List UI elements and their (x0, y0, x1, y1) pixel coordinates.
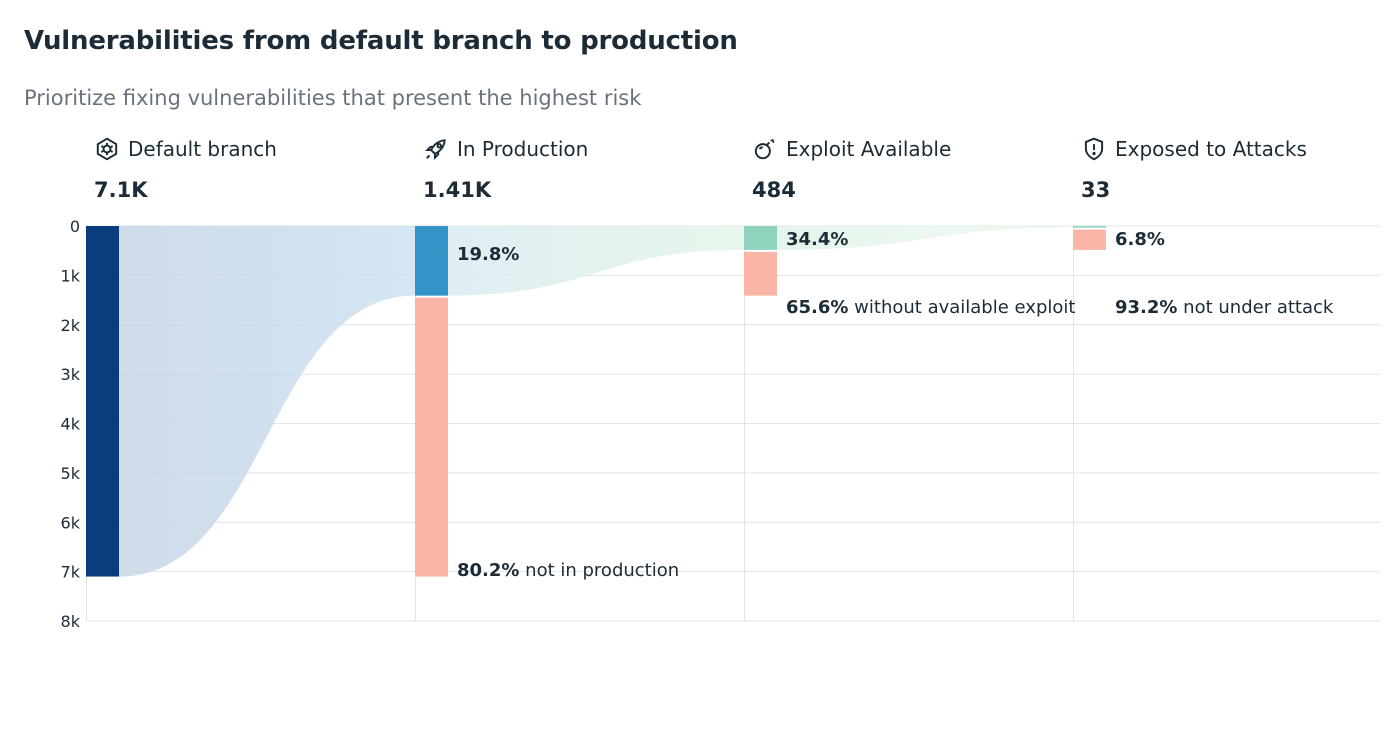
annotation-0: 19.8% (457, 244, 519, 265)
y-tick-label-5: 5k (61, 464, 81, 483)
stage-count-default-branch: 7.1K (94, 178, 148, 202)
annotation-pct-2: 34.4% (786, 229, 848, 250)
y-tick-label-0: 0 (70, 217, 80, 236)
stage-header-exploit-available: Exploit Available (752, 136, 951, 162)
y-tick-label-2: 2k (61, 316, 81, 335)
annotation-1: 80.2% not in production (457, 560, 679, 581)
annotation-text-1: not in production (519, 560, 679, 581)
stage-label-in-production: In Production (457, 137, 589, 161)
annotation-pct-3: 65.6% (786, 297, 848, 318)
y-tick-label-4: 4k (61, 415, 81, 434)
y-tick-label-1: 1k (61, 266, 81, 285)
stage-count-exploit-available: 484 (752, 178, 796, 202)
flow-band-1 (448, 226, 744, 296)
y-tick-label-6: 6k (61, 513, 81, 532)
bar-dropped-1 (415, 297, 448, 577)
y-tick-label-3: 3k (61, 365, 81, 384)
chart-subtitle: Prioritize fixing vulnerabilities that p… (24, 86, 642, 110)
rocket-icon (424, 139, 446, 161)
annotation-text-3: without available exploit (848, 297, 1075, 318)
annotation-text-5: not under attack (1177, 297, 1333, 318)
y-tick-label-8: 8k (61, 612, 81, 631)
annotation-pct-1: 80.2% (457, 560, 519, 581)
stage-count-exposed-to-attacks: 33 (1081, 178, 1111, 202)
stage-count-in-production: 1.41K (423, 178, 492, 202)
annotation-pct-5: 93.2% (1115, 297, 1177, 318)
annotation-pct-0: 19.8% (457, 244, 519, 265)
bar-passed-3 (1073, 226, 1106, 228)
stage-header-default-branch: Default branch (94, 136, 277, 162)
shield-gear-icon (96, 137, 118, 161)
stage-label-exploit-available: Exploit Available (786, 137, 952, 161)
chart-title: Vulnerabilities from default branch to p… (24, 26, 738, 56)
annotation-2: 34.4% (786, 229, 848, 250)
stage-header-exposed-to-attacks: Exposed to Attacks (1081, 136, 1307, 162)
annotation-4: 6.8% (1115, 229, 1165, 250)
flow-band-0 (119, 226, 415, 577)
bar-passed-2 (744, 226, 777, 250)
bar-passed-1 (415, 226, 448, 296)
bar-passed-0 (86, 226, 119, 577)
flow-band-2 (777, 226, 1073, 250)
bar-dropped-2 (744, 251, 777, 296)
stage-label-default-branch: Default branch (128, 137, 277, 161)
stage-label-exposed-to-attacks: Exposed to Attacks (1115, 137, 1307, 161)
annotation-3: 65.6% without available exploit (786, 297, 1075, 318)
annotation-5: 93.2% not under attack (1115, 297, 1334, 318)
stage-header-in-production: In Production (423, 136, 588, 162)
bomb-icon (754, 138, 775, 160)
annotation-pct-4: 6.8% (1115, 229, 1165, 250)
bar-dropped-3 (1073, 229, 1106, 250)
shield-alert-icon (1084, 137, 1104, 161)
y-tick-label-7: 7k (61, 563, 81, 582)
